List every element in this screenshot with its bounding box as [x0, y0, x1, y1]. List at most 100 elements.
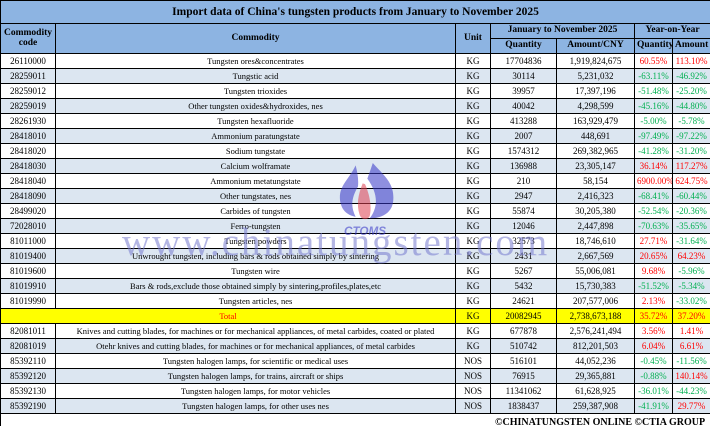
unit-cell: KG — [455, 188, 491, 204]
commodity-cell: Total — [0, 308, 456, 324]
unit-cell: KG — [455, 338, 491, 354]
unit-cell: NOS — [455, 383, 491, 399]
yoy-amount-cell: -46.92% — [671, 68, 710, 84]
quantity-cell: 1574312 — [490, 143, 557, 159]
table-row: 82081019 Otehr knives and cutting blades… — [0, 338, 710, 354]
col-header-commodity-code: Commodity code — [0, 23, 56, 54]
table-row: 85392190 Tungsten halogen lamps, for oth… — [0, 398, 710, 414]
quantity-cell: 2007 — [490, 128, 557, 144]
commodity-code-cell: 28259012 — [0, 83, 56, 99]
table-row: Total KG 20082945 2,738,673,188 35.72% 3… — [0, 308, 710, 324]
unit-cell: NOS — [455, 398, 491, 414]
unit-cell: KG — [455, 53, 491, 69]
commodity-code-cell: 85392190 — [0, 398, 56, 414]
yoy-amount-cell: 624.75% — [671, 173, 710, 189]
quantity-cell: 516101 — [490, 353, 557, 369]
commodity-cell: Tungsten halogen lamps, for trains, airc… — [55, 368, 456, 384]
yoy-amount-cell: 140.14% — [671, 368, 710, 384]
yoy-quantity-cell: -51.48% — [634, 83, 673, 99]
table-row: 85392110 Tungsten halogen lamps, for sci… — [0, 353, 710, 369]
yoy-amount-cell: 6.61% — [671, 338, 710, 354]
yoy-quantity-cell: 6.04% — [634, 338, 673, 354]
table-row: 28418090 Other tungstates, nes KG 2947 2… — [0, 188, 710, 204]
commodity-cell: Tungstic acid — [55, 68, 456, 84]
commodity-cell: Tungsten halogen lamps, for scientific o… — [55, 353, 456, 369]
commodity-cell: Knives and cutting blades, for machines … — [55, 323, 456, 339]
quantity-cell: 210 — [490, 173, 557, 189]
yoy-quantity-cell: -63.11% — [634, 68, 673, 84]
yoy-amount-cell: -5.78% — [671, 113, 710, 129]
unit-cell: KG — [455, 98, 491, 114]
yoy-quantity-cell: 36.14% — [634, 158, 673, 174]
quantity-cell: 17704836 — [490, 53, 557, 69]
yoy-amount-cell: -5.96% — [671, 263, 710, 279]
yoy-quantity-cell: 9.68% — [634, 263, 673, 279]
yoy-quantity-cell: 6900.00% — [634, 173, 673, 189]
quantity-cell: 677878 — [490, 323, 557, 339]
unit-cell: KG — [455, 278, 491, 294]
table-row: 28418010 Ammonium paratungstate KG 2007 … — [0, 128, 710, 144]
commodity-cell: Bars & rods,exclude those obtained simpl… — [55, 278, 456, 294]
yoy-amount-cell: 117.27% — [671, 158, 710, 174]
commodity-cell: Tungsten wire — [55, 263, 456, 279]
commodity-code-cell: 85392120 — [0, 368, 56, 384]
commodity-code-cell: 85392130 — [0, 383, 56, 399]
amount-cell: 269,382,965 — [556, 143, 635, 159]
yoy-quantity-cell: -68.41% — [634, 188, 673, 204]
quantity-cell: 40042 — [490, 98, 557, 114]
yoy-amount-cell: -44.23% — [671, 383, 710, 399]
table-row: 72028010 Ferro-tungsten KG 12046 2,447,8… — [0, 218, 710, 234]
amount-cell: 30,205,380 — [556, 203, 635, 219]
copyright-footer: ©CHINATUNGSTEN ONLINE ©CTIA GROUP — [0, 413, 710, 426]
amount-cell: 44,052,236 — [556, 353, 635, 369]
table-row: 85392120 Tungsten halogen lamps, for tra… — [0, 368, 710, 384]
amount-cell: 2,447,898 — [556, 218, 635, 234]
amount-cell: 2,667,569 — [556, 248, 635, 264]
table-row: 28418030 Calcium wolframate KG 136988 23… — [0, 158, 710, 174]
yoy-amount-cell: 64.23% — [671, 248, 710, 264]
commodity-code-cell: 28418030 — [0, 158, 56, 174]
yoy-quantity-cell: 2.13% — [634, 293, 673, 309]
table-row: 28418020 Sodium tungstate KG 1574312 269… — [0, 143, 710, 159]
amount-cell: 61,628,925 — [556, 383, 635, 399]
unit-cell: NOS — [455, 353, 491, 369]
table-row: 85392130 Tungsten halogen lamps, for mot… — [0, 383, 710, 399]
commodity-code-cell: 81019400 — [0, 248, 56, 264]
yoy-amount-cell: 37.20% — [671, 308, 710, 324]
amount-cell: 448,691 — [556, 128, 635, 144]
commodity-code-cell: 28261930 — [0, 113, 56, 129]
table-row: 26110000 Tungsten ores&concentrates KG 1… — [0, 53, 710, 69]
quantity-cell: 510742 — [490, 338, 557, 354]
yoy-quantity-cell: -45.16% — [634, 98, 673, 114]
commodity-code-cell: 81019990 — [0, 293, 56, 309]
commodity-cell: Calcium wolframate — [55, 158, 456, 174]
commodity-cell: Tungsten halogen lamps, for other uses n… — [55, 398, 456, 414]
amount-cell: 29,365,881 — [556, 368, 635, 384]
table-row: 81019600 Tungsten wire KG 5267 55,006,08… — [0, 263, 710, 279]
yoy-amount-cell: -60.44% — [671, 188, 710, 204]
commodity-code-cell: 81019600 — [0, 263, 56, 279]
yoy-quantity-cell: -97.49% — [634, 128, 673, 144]
yoy-quantity-cell: -0.88% — [634, 368, 673, 384]
quantity-cell: 32573 — [490, 233, 557, 249]
yoy-quantity-cell: 27.71% — [634, 233, 673, 249]
col-header-quantity: Quantity — [490, 38, 557, 54]
quantity-cell: 24621 — [490, 293, 557, 309]
commodity-cell: Ammonium metatungstate — [55, 173, 456, 189]
amount-cell: 58,154 — [556, 173, 635, 189]
quantity-cell: 5267 — [490, 263, 557, 279]
col-header-unit: Unit — [455, 23, 491, 54]
quantity-cell: 11341062 — [490, 383, 557, 399]
yoy-amount-cell: -33.02% — [671, 293, 710, 309]
commodity-code-cell: 28499020 — [0, 203, 56, 219]
quantity-cell: 2431 — [490, 248, 557, 264]
table-row: 28499020 Carbides of tungsten KG 55874 3… — [0, 203, 710, 219]
amount-cell: 23,305,147 — [556, 158, 635, 174]
table-row: 81019910 Bars & rods,exclude those obtai… — [0, 278, 710, 294]
quantity-cell: 136988 — [490, 158, 557, 174]
table-row: 28261930 Tungsten hexafluoride KG 413288… — [0, 113, 710, 129]
unit-cell: KG — [455, 293, 491, 309]
unit-cell: KG — [455, 173, 491, 189]
